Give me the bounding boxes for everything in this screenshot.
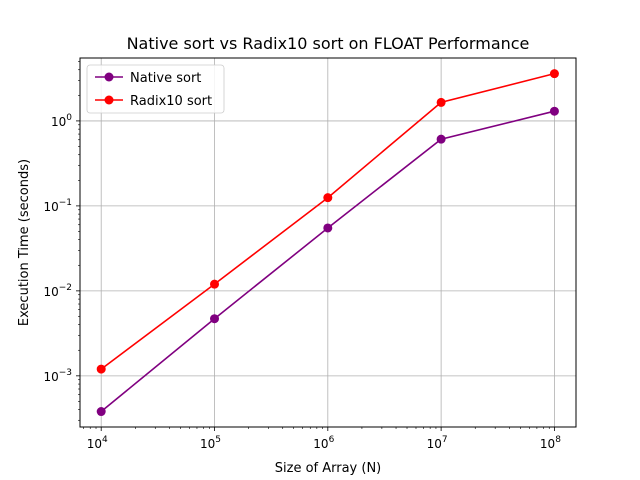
y-tick-label: 10−2 <box>43 283 72 299</box>
x-tick-label: 106 <box>313 435 334 451</box>
chart-title: Native sort vs Radix10 sort on FLOAT Per… <box>127 34 530 53</box>
radix10-sort-point <box>210 279 220 289</box>
radix10-sort-point <box>436 97 446 107</box>
x-tick-label: 104 <box>87 435 108 451</box>
y-tick-label: 10−1 <box>43 198 72 214</box>
y-axis-ticks: 10−3 10−2 10−1 100 <box>43 61 80 421</box>
legend-label-native-sort: Native sort <box>130 71 201 86</box>
native-sort-point <box>323 223 333 233</box>
legend: Native sort Radix10 sort <box>86 64 225 114</box>
x-tick-label: 108 <box>540 435 561 451</box>
native-sort-point <box>436 134 446 144</box>
radix10-sort-point <box>323 193 333 203</box>
y-tick-label: 10−3 <box>43 368 72 384</box>
radix10-sort-series <box>96 69 559 374</box>
legend-label-radix10-sort: Radix10 sort <box>130 94 212 109</box>
native-sort-point <box>210 314 220 324</box>
grid <box>80 58 576 427</box>
x-axis-ticks: 104 105 106 107 108 <box>83 427 561 451</box>
native-sort-point <box>549 106 559 116</box>
x-axis-label: Size of Array (N) <box>275 461 382 476</box>
series-layer <box>96 69 559 417</box>
y-tick-label: 100 <box>51 113 72 129</box>
x-tick-label: 107 <box>427 435 448 451</box>
y-axis-label: Execution Time (seconds) <box>17 159 32 326</box>
legend-marker-native-sort <box>104 72 114 82</box>
legend-marker-radix10-sort <box>104 95 114 105</box>
radix10-sort-point <box>96 364 106 374</box>
radix10-sort-point <box>549 69 559 79</box>
native-sort-series <box>96 106 559 417</box>
x-tick-label: 105 <box>200 435 221 451</box>
native-sort-point <box>96 407 106 417</box>
